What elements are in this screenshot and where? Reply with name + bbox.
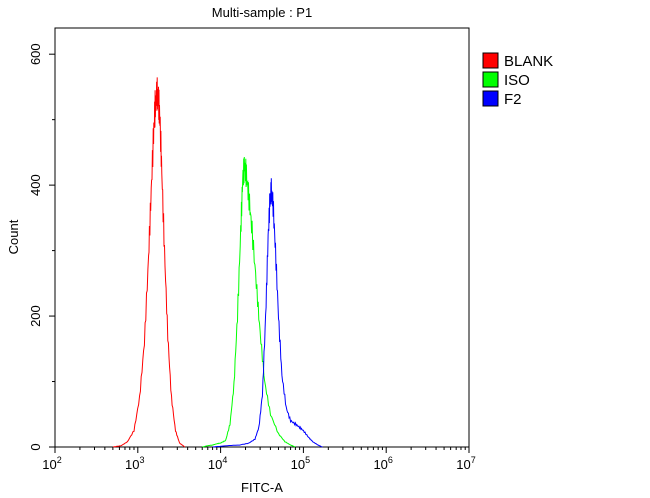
- x-tick-label: 103: [125, 455, 144, 472]
- legend-swatch-f2: [482, 90, 499, 107]
- x-tick-label: 106: [373, 455, 392, 472]
- legend-label-blank: BLANK: [504, 53, 553, 70]
- y-tick-label: 0: [28, 443, 43, 450]
- y-axis: 0 200 400 600: [28, 43, 55, 451]
- y-axis-label: Count: [6, 219, 21, 254]
- x-axis-label: FITC-A: [241, 480, 283, 495]
- x-axis: 102 103 104 105 106 107: [42, 447, 476, 472]
- y-tick-label: 600: [28, 43, 43, 65]
- x-tick-label: 104: [208, 455, 227, 472]
- chart-title: Multi-sample : P1: [212, 5, 312, 20]
- legend: BLANK ISO F2: [482, 52, 553, 108]
- series-line-blank: [112, 77, 186, 448]
- legend-swatch-blank: [482, 52, 499, 69]
- legend-label-f2: F2: [504, 91, 522, 108]
- y-tick-label: 400: [28, 174, 43, 196]
- y-tick-label: 200: [28, 305, 43, 327]
- x-tick-label: 107: [456, 455, 475, 472]
- legend-swatch-iso: [482, 71, 499, 88]
- plot-area-frame: [54, 27, 470, 448]
- x-tick-label: 105: [291, 455, 310, 472]
- series-line-f2: [212, 178, 323, 448]
- series-layer: [112, 77, 323, 448]
- x-tick-label: 102: [42, 455, 61, 472]
- series-line-iso: [202, 156, 296, 448]
- legend-label-iso: ISO: [504, 72, 530, 89]
